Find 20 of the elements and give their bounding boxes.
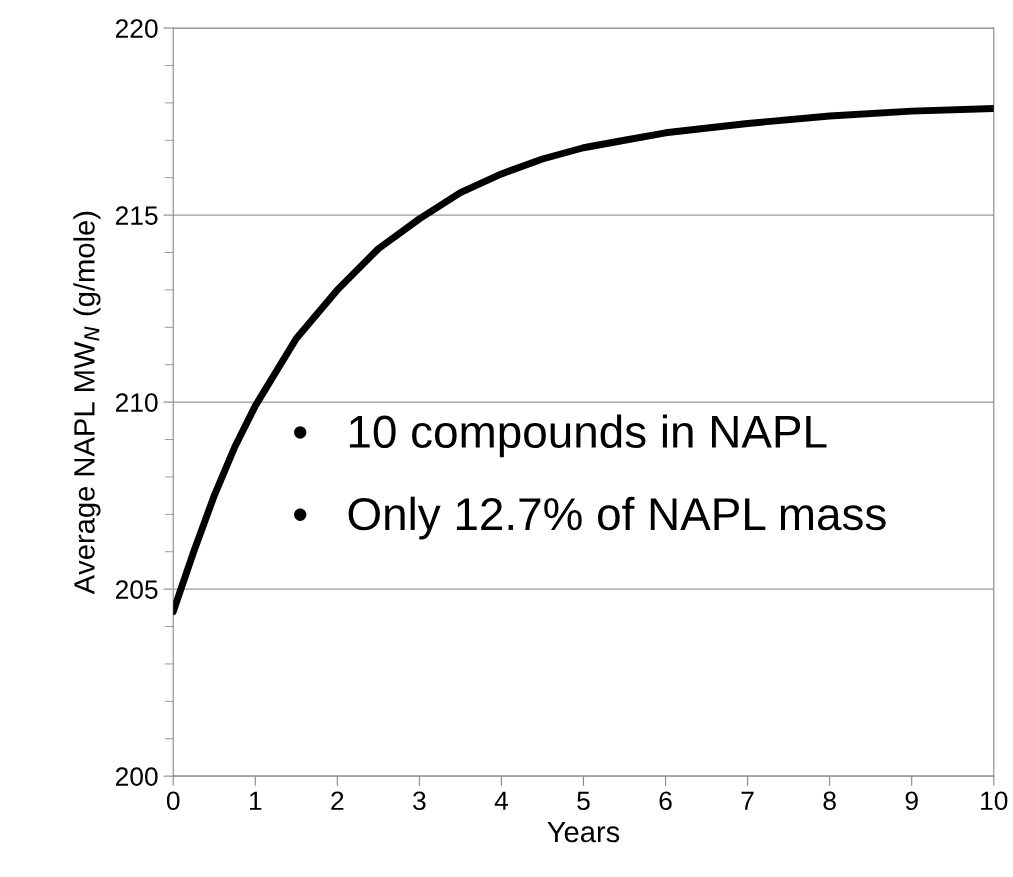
y-tick-label: 205 xyxy=(115,580,158,599)
annotation: • Only 12.7% of NAPL mass xyxy=(294,496,886,540)
x-tick-label: 8 xyxy=(823,791,836,811)
y-axis-title: Average NAPL MW$_{N}$ (g/mole) xyxy=(73,211,101,595)
x-tick-label: 9 xyxy=(905,791,918,811)
x-tick-label: 3 xyxy=(413,791,426,811)
y-tick-label: 200 xyxy=(115,767,158,786)
y-tick-label: 210 xyxy=(115,393,158,412)
annotation: • 10 compounds in NAPL xyxy=(294,414,827,458)
x-tick-label: 7 xyxy=(741,791,754,810)
x-tick-label: 6 xyxy=(659,791,672,811)
x-tick-label: 1 xyxy=(249,791,262,810)
y-tick-label: 220 xyxy=(115,19,158,38)
y-tick-label: 215 xyxy=(115,206,158,225)
x-tick-label: 10 xyxy=(981,791,1008,811)
x-tick-label: 2 xyxy=(331,791,344,810)
x-axis-title: Years xyxy=(547,821,620,843)
x-tick-label: 4 xyxy=(494,791,508,810)
x-tick-label: 5 xyxy=(577,791,590,811)
x-tick-label: 0 xyxy=(166,791,180,811)
